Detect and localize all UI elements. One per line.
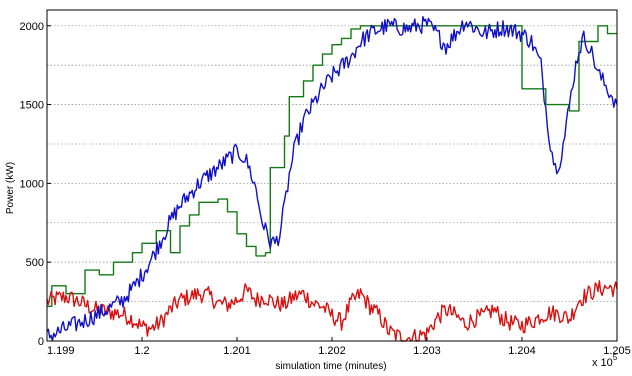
x-axis-label: simulation time (minutes) (275, 361, 386, 372)
axis-ticks: 0 500 1000 1500 2000 1.199 1.2 1.201 1.202 1.203 1… (20, 21, 631, 357)
x-tick-label-3: 1.202 (318, 345, 346, 357)
y-tick-label-0: 0 (38, 336, 44, 348)
y-tick-label-4: 2000 (20, 21, 44, 33)
y-axis-label: Power (kW) (5, 162, 16, 214)
grid-lines (47, 25, 617, 302)
x-tick-label-1: 1.2 (134, 345, 149, 357)
y-tick-label-1: 500 (26, 257, 44, 269)
x-axis-multiplier: x 105 (592, 353, 618, 369)
series-line-1 (47, 25, 617, 307)
x-tick-label-0: 1.199 (47, 345, 75, 357)
series-line-0 (46, 16, 618, 342)
x-tick-label-5: 1.204 (508, 345, 536, 357)
y-tick-label-3: 1500 (20, 100, 44, 112)
x-tick-label-2: 1.201 (223, 345, 251, 357)
x-tick-label-6: 1.205 (603, 345, 631, 357)
series-layer (46, 16, 618, 342)
x-tick-label-4: 1.203 (413, 345, 441, 357)
series-line-2 (46, 280, 618, 342)
x-multiplier-base: x 10 (592, 357, 613, 369)
x-multiplier-exponent: 5 (613, 353, 618, 362)
y-tick-label-2: 1000 (20, 178, 44, 190)
